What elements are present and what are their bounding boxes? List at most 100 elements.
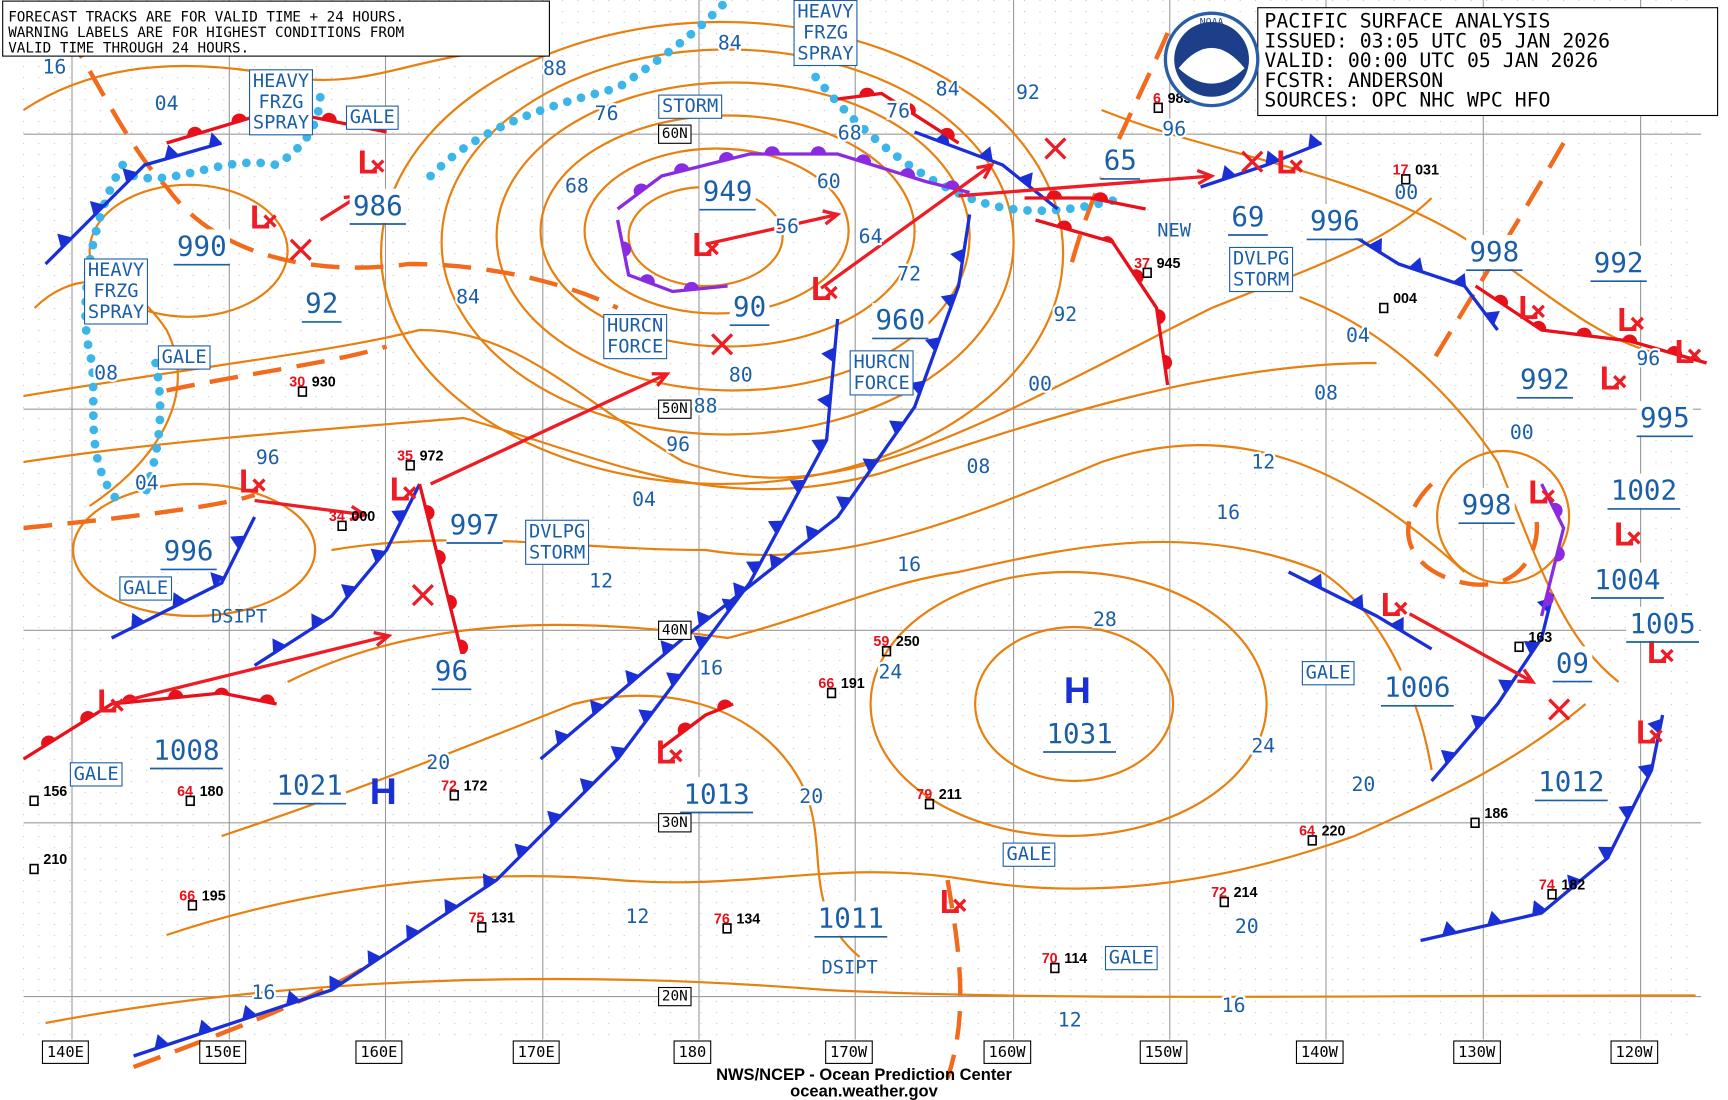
warning-box xyxy=(119,576,173,601)
low-center xyxy=(1630,316,1644,331)
latitude-label-box xyxy=(658,124,692,144)
pressure-center-box xyxy=(699,174,756,209)
cold-front-barb xyxy=(89,200,105,216)
low-center xyxy=(1660,648,1674,663)
warning-text: GALE xyxy=(1109,948,1154,969)
warning-text: FRZG xyxy=(93,281,138,302)
isobar-label: 08 xyxy=(1314,381,1338,404)
warning-box xyxy=(793,0,858,67)
pressure-center-box xyxy=(1458,487,1515,523)
cold-front-barb xyxy=(242,1004,257,1020)
pressure-center: 69 xyxy=(1231,201,1264,233)
pressure-center-box xyxy=(1100,143,1141,178)
fronts xyxy=(22,87,1708,1058)
cold-front-barb xyxy=(590,699,605,715)
forecast-track xyxy=(820,163,993,290)
isobar-label: 92 xyxy=(1016,81,1040,104)
cold-front-barb xyxy=(579,778,595,793)
isobar xyxy=(1436,449,1571,585)
isobars xyxy=(22,20,1696,1025)
pressure-center: 09 xyxy=(1556,647,1589,679)
longitude-label: 160W xyxy=(988,1043,1026,1061)
pressure-center: 960 xyxy=(875,304,925,336)
station-marker xyxy=(405,460,415,471)
station-temperature: 79 xyxy=(916,787,932,803)
station-pressure: 210 xyxy=(43,852,67,868)
noaa-logo-text: NOAA xyxy=(1200,17,1224,28)
station-temperature: 34 xyxy=(329,509,345,525)
forecast-track xyxy=(111,634,390,706)
cold-front-barb xyxy=(889,420,905,435)
forecast-position xyxy=(711,333,734,356)
warning-text: FORCE xyxy=(853,373,909,394)
cold-front-barb xyxy=(329,975,343,991)
warning-box xyxy=(249,69,313,136)
warning-text: GALE xyxy=(1006,844,1051,865)
station-temperature: 66 xyxy=(818,676,834,692)
cold-front-barb xyxy=(721,598,737,613)
pressure-center-box xyxy=(1626,606,1700,641)
pressure-center-box xyxy=(149,733,223,768)
warning-label: GALE xyxy=(157,345,211,370)
isobar-label: 56 xyxy=(775,215,799,238)
warning-text: SPRAY xyxy=(88,302,144,323)
isobar-label: 00 xyxy=(1028,373,1052,396)
isobar-label: 96 xyxy=(1636,347,1660,370)
pressure-center-box xyxy=(814,901,888,936)
pressure-center: 990 xyxy=(177,230,227,262)
header-note: VALID TIME THROUGH 24 HOURS. xyxy=(8,40,249,56)
forecast-track-head xyxy=(349,504,369,522)
pressure-center: 1006 xyxy=(1384,672,1450,704)
warm-front-bump xyxy=(80,711,95,723)
isobar-label: 04 xyxy=(1346,324,1370,347)
cold-front-barb xyxy=(198,1019,213,1035)
pressure-center: 92 xyxy=(305,288,338,320)
cold-front-barb xyxy=(767,520,784,535)
cold-front-barb xyxy=(272,638,287,654)
ice-line xyxy=(811,72,1129,216)
warning-text: GALE xyxy=(74,764,119,785)
pressure-center-box xyxy=(1552,646,1593,681)
warning-box xyxy=(69,762,123,787)
warm-front-bump xyxy=(321,112,337,122)
latitude-label: 60N xyxy=(662,126,688,142)
station-temperature: 75 xyxy=(469,910,485,926)
pressure-center-box xyxy=(1636,401,1693,436)
cold-front-barb xyxy=(482,873,497,889)
isobar xyxy=(440,48,1015,436)
cold-front-barb xyxy=(1452,273,1467,289)
warm-front xyxy=(417,483,466,661)
station-marker xyxy=(1219,896,1229,908)
isobar-label: 12 xyxy=(625,905,649,928)
station-pressure: 131 xyxy=(491,910,515,926)
cold-front-barb xyxy=(940,293,956,309)
isobar-label: 16 xyxy=(251,981,275,1004)
cold-front-barb xyxy=(746,561,762,575)
cold-front-barb xyxy=(172,592,187,608)
cold-front-barb xyxy=(1487,910,1503,926)
pressure-center-box xyxy=(446,507,503,542)
isobar-label: 12 xyxy=(1058,1008,1082,1031)
cold-front-barb xyxy=(693,635,709,650)
pressure-center-box xyxy=(1516,362,1574,397)
isobar xyxy=(869,570,1268,838)
warning-box xyxy=(1229,246,1294,293)
station-temperature: 30 xyxy=(289,375,305,391)
cold-front-barb xyxy=(514,843,530,859)
pressure-center-box xyxy=(1228,199,1268,234)
station-marker xyxy=(722,923,732,934)
occluded-bump xyxy=(856,154,872,165)
station-marker xyxy=(449,790,459,801)
occluded-bump xyxy=(810,146,827,154)
cold-front-barb xyxy=(311,613,325,629)
forecast-track-head xyxy=(1517,668,1537,684)
isobar xyxy=(974,625,1175,783)
cold-front-barb xyxy=(1647,718,1662,734)
forecast-track xyxy=(254,498,365,517)
forecast-track xyxy=(429,372,668,486)
forecast-track xyxy=(958,174,1212,198)
cold-front-barb xyxy=(444,898,459,915)
